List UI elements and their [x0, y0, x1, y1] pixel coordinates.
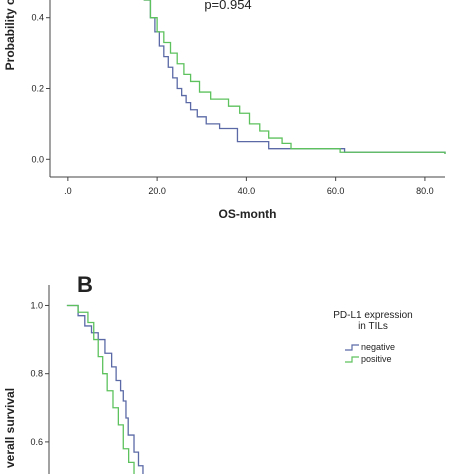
- x-axis-label: OS-month: [219, 207, 277, 221]
- legend-swatch: [345, 344, 359, 351]
- x-tick-label: 80.0: [416, 186, 434, 196]
- survival-curve: [143, 0, 446, 154]
- y-tick-label: 0.8: [30, 369, 43, 379]
- x-tick-label: 60.0: [327, 186, 345, 196]
- x-tick-label: 20.0: [148, 186, 166, 196]
- survival-curve: [66, 304, 144, 474]
- legend-title: in TILs: [358, 321, 388, 332]
- y-tick-label: 0.0: [31, 154, 44, 164]
- y-tick-label: 0.2: [31, 84, 44, 94]
- y-tick-label: 0.4: [31, 13, 44, 23]
- legend-swatch: [345, 356, 359, 363]
- legend-label: positive: [361, 354, 392, 364]
- x-tick-label: 40.0: [238, 186, 256, 196]
- survival-curve: [66, 304, 135, 474]
- y-tick-label: 0.6: [30, 437, 43, 447]
- p-value: p=0.954: [204, 0, 251, 12]
- survival-curve: [143, 0, 446, 154]
- y-axis-label: Probability o: [3, 0, 17, 70]
- panel-label: B: [77, 272, 93, 297]
- legend-title: PD-L1 expression: [333, 310, 412, 321]
- y-axis-label: verall survival: [3, 388, 17, 468]
- y-tick-label: 1.0: [30, 300, 43, 310]
- x-tick-label: .0: [64, 186, 72, 196]
- legend-label: negative: [361, 342, 395, 352]
